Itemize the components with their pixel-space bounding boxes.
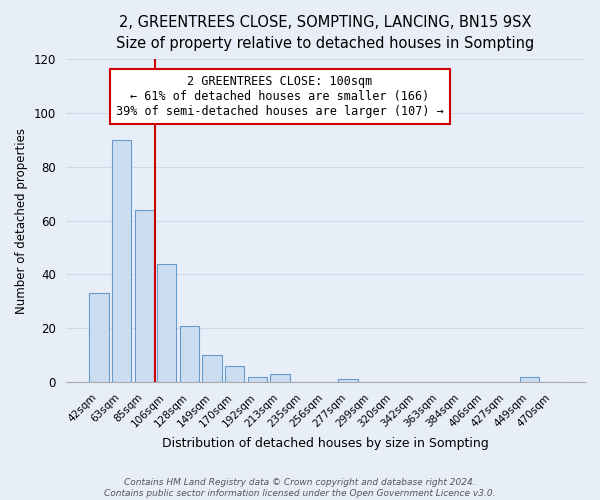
Bar: [157, 264, 176, 382]
Text: 2 GREENTREES CLOSE: 100sqm
← 61% of detached houses are smaller (166)
39% of sem: 2 GREENTREES CLOSE: 100sqm ← 61% of deta…: [116, 76, 444, 118]
Bar: [225, 366, 244, 382]
Bar: [338, 380, 358, 382]
Bar: [271, 374, 290, 382]
Bar: [520, 376, 539, 382]
Bar: [180, 326, 199, 382]
Title: 2, GREENTREES CLOSE, SOMPTING, LANCING, BN15 9SX
Size of property relative to de: 2, GREENTREES CLOSE, SOMPTING, LANCING, …: [116, 15, 535, 51]
Bar: [134, 210, 154, 382]
Bar: [89, 294, 109, 382]
X-axis label: Distribution of detached houses by size in Sompting: Distribution of detached houses by size …: [162, 437, 489, 450]
Bar: [202, 355, 222, 382]
Y-axis label: Number of detached properties: Number of detached properties: [15, 128, 28, 314]
Text: Contains HM Land Registry data © Crown copyright and database right 2024.
Contai: Contains HM Land Registry data © Crown c…: [104, 478, 496, 498]
Bar: [248, 376, 267, 382]
Bar: [112, 140, 131, 382]
